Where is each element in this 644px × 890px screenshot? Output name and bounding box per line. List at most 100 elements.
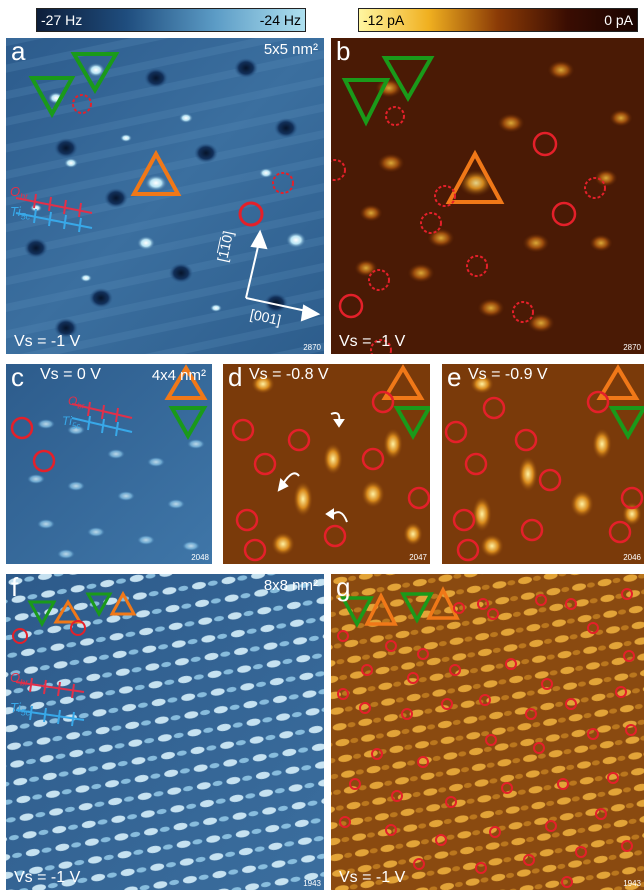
frequency-colorbar-max: -24 Hz bbox=[259, 12, 301, 28]
panel-b-voltage: Vs = -1 V bbox=[339, 333, 406, 350]
lattice-lines-a bbox=[15, 193, 93, 233]
current-colorbar: -12 pA 0 pA bbox=[358, 8, 638, 32]
red-dashed-circle-marker bbox=[385, 106, 405, 126]
red-circle-marker bbox=[238, 201, 264, 227]
green-triangle-marker bbox=[28, 76, 76, 119]
panel-g-label: g bbox=[336, 574, 351, 602]
panel-d-label: d bbox=[228, 364, 243, 392]
red-dashed-circle-marker bbox=[72, 94, 92, 114]
panel-c: c Vs = 0 V 4x4 nm² Obr Ti5c 2048 bbox=[6, 364, 212, 564]
panel-e: e Vs = -0.9 V 2046 bbox=[442, 364, 644, 564]
panel-a-features bbox=[24, 58, 306, 338]
orange-triangle-marker bbox=[596, 364, 640, 400]
panel-g: g Vs = -1 V 1943 bbox=[331, 574, 644, 890]
green-triangle-marker bbox=[168, 406, 208, 441]
red-circle-marker bbox=[10, 416, 34, 440]
panel-b-image bbox=[331, 38, 644, 354]
panel-d-circles bbox=[231, 390, 430, 562]
green-triangle-marker bbox=[381, 56, 435, 103]
panel-e-circles bbox=[444, 390, 644, 562]
orange-triangle-marker bbox=[381, 364, 425, 400]
panel-d-features bbox=[251, 374, 423, 556]
panel-c-id: 2048 bbox=[191, 553, 209, 562]
current-colorbar-max: 0 pA bbox=[604, 12, 633, 28]
red-circle-marker bbox=[532, 131, 558, 157]
panel-g-voltage: Vs = -1 V bbox=[339, 869, 406, 886]
panel-b-label: b bbox=[336, 38, 351, 66]
panel-f-o-label: Obr bbox=[10, 670, 29, 688]
red-circle-marker bbox=[551, 201, 577, 227]
panel-f-id: 1943 bbox=[303, 879, 321, 888]
red-dashed-circle-marker bbox=[370, 339, 392, 354]
red-circle-marker bbox=[70, 620, 86, 636]
panel-g-id: 1943 bbox=[623, 879, 641, 888]
panel-c-voltage: Vs = 0 V bbox=[40, 366, 101, 383]
panel-a-id: 2870 bbox=[303, 343, 321, 352]
panel-b: b Vs = -1 V 2870 bbox=[331, 38, 644, 354]
red-dashed-circle-marker bbox=[466, 255, 488, 277]
panel-c-label: c bbox=[11, 364, 24, 392]
orange-triangle-marker bbox=[364, 592, 398, 626]
panel-a: a 5x5 nm² Obr Ti5c [1̅1̅0] [001] Vs = -1… bbox=[6, 38, 324, 354]
panel-f: f 8x8 nm² Obr Ti5c Vs = -1 V 1943 bbox=[6, 574, 324, 890]
red-circle-marker bbox=[338, 293, 364, 319]
panel-d-id: 2047 bbox=[409, 553, 427, 562]
panel-f-ti-label: Ti5c bbox=[10, 700, 31, 718]
panel-a-voltage: Vs = -1 V bbox=[14, 333, 81, 350]
green-triangle-marker bbox=[400, 592, 434, 624]
panel-c-features bbox=[27, 419, 205, 559]
green-triangle-marker bbox=[341, 78, 391, 127]
panel-a-o-label: Obr bbox=[10, 184, 29, 202]
panel-d: d Vs = -0.8 V 2047 bbox=[223, 364, 430, 564]
red-dashed-circle-marker bbox=[272, 172, 294, 194]
panel-f-voltage: Vs = -1 V bbox=[14, 869, 81, 886]
red-dashed-circle-marker bbox=[368, 269, 390, 291]
panel-e-voltage: Vs = -0.9 V bbox=[468, 366, 548, 383]
panel-b-features bbox=[354, 60, 633, 333]
panel-a-ti-label: Ti5c bbox=[10, 204, 31, 222]
green-triangle-marker bbox=[27, 600, 57, 628]
red-circle-marker bbox=[12, 628, 28, 644]
panel-d-voltage: Vs = -0.8 V bbox=[249, 366, 329, 383]
panel-e-id: 2046 bbox=[623, 553, 641, 562]
panel-a-label: a bbox=[11, 38, 26, 66]
panel-c-o-label: Obr bbox=[68, 394, 85, 411]
arrow-icon bbox=[277, 412, 348, 523]
panel-f-image bbox=[6, 574, 324, 890]
panel-d-image bbox=[223, 364, 430, 564]
green-triangle-marker bbox=[340, 596, 374, 628]
red-dashed-circle-marker bbox=[420, 212, 442, 234]
panel-e-image bbox=[442, 364, 644, 564]
panel-c-ti-label: Ti5c bbox=[62, 414, 81, 431]
red-dashed-circle-marker bbox=[331, 159, 346, 181]
frequency-colorbar-min: -27 Hz bbox=[41, 12, 83, 28]
orange-triangle-marker bbox=[164, 364, 208, 400]
lattice-lines-c bbox=[71, 401, 133, 437]
panel-a-image bbox=[6, 38, 324, 354]
panel-e-label: e bbox=[447, 364, 462, 392]
panel-g-image bbox=[331, 574, 644, 890]
panel-a-scale: 5x5 nm² bbox=[263, 41, 318, 58]
red-dashed-circle-marker bbox=[584, 177, 606, 199]
red-dashed-circle-marker bbox=[434, 185, 456, 207]
orange-triangle-marker bbox=[130, 149, 182, 196]
green-triangle-marker bbox=[70, 52, 120, 94]
panel-b-id: 2870 bbox=[623, 343, 641, 352]
panel-c-scale: 4x4 nm² bbox=[151, 367, 206, 384]
panel-c-image bbox=[6, 364, 212, 564]
frequency-colorbar: -27 Hz -24 Hz bbox=[36, 8, 306, 32]
current-colorbar-min: -12 pA bbox=[363, 12, 405, 28]
panel-e-features bbox=[470, 374, 642, 558]
orange-triangle-marker bbox=[426, 586, 460, 620]
panel-g-circles bbox=[337, 588, 637, 888]
panel-f-label: f bbox=[11, 574, 19, 602]
direction-arrows bbox=[245, 229, 321, 322]
green-triangle-marker bbox=[608, 406, 644, 441]
lattice-lines-f bbox=[15, 677, 85, 727]
panel-f-scale: 8x8 nm² bbox=[263, 577, 318, 594]
orange-triangle-marker bbox=[53, 599, 83, 624]
green-triangle-marker bbox=[393, 406, 430, 441]
orange-triangle-marker bbox=[445, 149, 505, 204]
green-triangle-marker bbox=[85, 592, 113, 618]
red-circle-marker bbox=[32, 449, 56, 473]
